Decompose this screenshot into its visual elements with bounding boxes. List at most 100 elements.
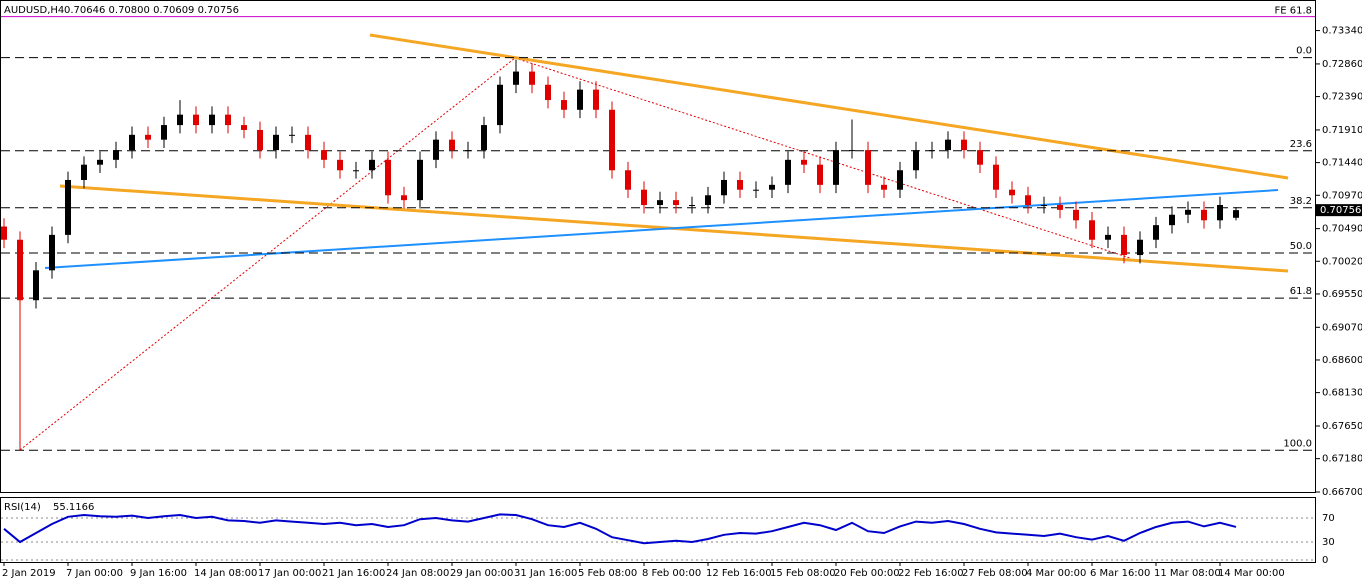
candle-body (529, 71, 535, 85)
candle-body (1009, 189, 1015, 196)
x-tick-label: 11 Mar 08:00 (1154, 568, 1221, 579)
candle-body (849, 150, 855, 152)
candle-body (961, 139, 967, 151)
candle-body (225, 114, 231, 126)
candle-body (929, 150, 935, 152)
candle-body (593, 89, 599, 110)
candle-body (1185, 209, 1191, 215)
candle-body (513, 71, 519, 85)
candle-body (193, 114, 199, 126)
x-tick-label: 12 Feb 16:00 (706, 568, 772, 579)
candle-body (833, 150, 839, 185)
y-tick-label: 0.68130 (1322, 388, 1362, 399)
fib-label: 23.6 (1290, 139, 1312, 150)
candle-body (641, 189, 647, 205)
price-tag-label: 0.70756 (1320, 205, 1361, 216)
candle-body (977, 150, 983, 165)
candle-body (337, 159, 343, 171)
y-tick-label: 0 (1322, 555, 1328, 566)
candle-body (49, 234, 55, 271)
fib-label: 50.0 (1290, 241, 1312, 252)
candle-body (385, 159, 391, 196)
y-tick-label: 0.70020 (1322, 256, 1362, 267)
rsi-panel (0, 497, 1316, 563)
rsi-label: RSI(14) (4, 502, 41, 513)
y-tick-label: 0.70490 (1322, 224, 1362, 235)
y-tick-label: 0.71440 (1322, 158, 1362, 169)
ohlc: 0.70646 0.70800 0.70609 0.70756 (64, 5, 239, 16)
candle-body (273, 134, 279, 151)
y-tick-label: 0.73340 (1322, 26, 1362, 37)
trend-line (44, 189, 1279, 269)
candle-body (1057, 205, 1063, 210)
candle-body (1073, 209, 1079, 221)
candle-body (1153, 225, 1159, 240)
rsi-line (3, 513, 1237, 545)
x-tick-label: 29 Jan 00:00 (450, 568, 513, 579)
candle-body (817, 164, 823, 185)
candle-body (433, 139, 439, 160)
candle-body (721, 179, 727, 196)
fe-label: FE 61.8 (1274, 6, 1312, 17)
candle-body (673, 200, 679, 205)
candle-body (17, 239, 23, 301)
price-tag (1316, 204, 1362, 217)
x-tick-label: 7 Jan 00:00 (66, 568, 123, 579)
x-tick-label: 31 Jan 16:00 (514, 568, 577, 579)
candle-body (97, 159, 103, 165)
y-tick-label: 70 (1322, 513, 1335, 524)
candle-body (881, 184, 887, 190)
x-tick-label: 4 Mar 00:00 (1026, 568, 1086, 579)
candle-body (737, 179, 743, 190)
candle-body (209, 114, 215, 126)
candle-body (689, 205, 695, 206)
candle-body (625, 170, 631, 190)
candle-body (545, 84, 551, 101)
fib-label: 38.2 (1290, 196, 1312, 207)
x-tick-label: 27 Feb 08:00 (962, 568, 1028, 579)
rsi-value: 55.1166 (53, 502, 94, 513)
candle-body (993, 164, 999, 190)
y-tick-label: 0.66700 (1322, 487, 1362, 498)
candle-body (321, 150, 327, 160)
candle-body (129, 134, 135, 151)
candle-body (353, 170, 359, 172)
candle-body (65, 179, 71, 235)
candle-body (481, 125, 487, 151)
y-tick-label: 0.68600 (1322, 355, 1362, 366)
candle-body (1, 226, 7, 240)
candle-body (577, 89, 583, 110)
symbol: AUDUSD,H4 (4, 5, 64, 16)
candle-body (1089, 220, 1095, 240)
x-tick-label: 24 Jan 08:00 (386, 568, 449, 579)
x-tick-label: 17 Jan 00:00 (258, 568, 321, 579)
candle-body (785, 159, 791, 185)
candle-body (1217, 205, 1223, 221)
y-tick-label: 0.67650 (1322, 421, 1362, 432)
candle-body (81, 164, 87, 180)
candle-body (801, 159, 807, 165)
candle-body (33, 270, 39, 301)
candle-body (417, 159, 423, 201)
candle-body (705, 195, 711, 205)
candle-body (401, 195, 407, 201)
x-tick-label: 21 Jan 16:00 (322, 568, 385, 579)
candle-body (257, 129, 263, 151)
x-tick-label: 14 Mar 00:00 (1218, 568, 1285, 579)
y-tick-label: 0.71910 (1322, 125, 1362, 136)
trend-line (369, 33, 1289, 180)
candle-body (465, 150, 471, 152)
x-tick-label: 8 Feb 00:00 (642, 568, 701, 579)
candle-body (945, 139, 951, 151)
candle-body (865, 150, 871, 185)
candle-body (1233, 210, 1239, 218)
candle-body (897, 170, 903, 190)
y-tick-label: 0.69070 (1322, 322, 1362, 333)
candle-body (113, 150, 119, 160)
y-tick-label: 30 (1322, 537, 1335, 548)
y-tick-label: 0.69550 (1322, 289, 1362, 300)
candle-body (609, 109, 615, 171)
candle-body (241, 125, 247, 130)
candle-body (1137, 239, 1143, 256)
